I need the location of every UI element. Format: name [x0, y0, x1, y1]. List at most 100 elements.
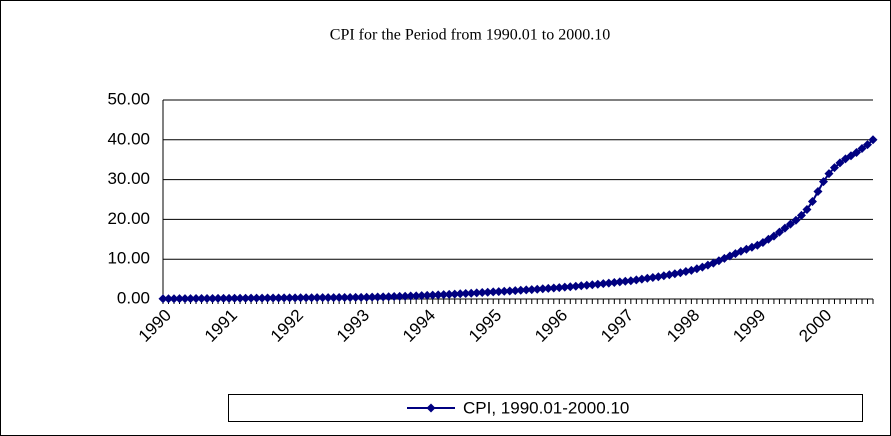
point-marker [802, 204, 812, 214]
point-marker [224, 293, 234, 303]
point-marker [400, 291, 410, 301]
point-marker [466, 288, 476, 298]
point-marker [620, 276, 630, 286]
point-marker [268, 293, 278, 303]
point-marker [389, 292, 399, 302]
point-marker [642, 273, 652, 283]
point-marker [527, 285, 537, 295]
point-marker [582, 280, 592, 290]
point-marker [219, 293, 229, 303]
point-marker [488, 287, 498, 297]
point-marker [604, 278, 614, 288]
point-marker [290, 293, 300, 303]
point-marker [499, 286, 509, 296]
point-marker [450, 289, 460, 299]
point-marker [329, 293, 339, 303]
point-marker [791, 215, 801, 225]
legend-box [228, 394, 863, 422]
point-marker [813, 187, 823, 197]
point-marker [367, 292, 377, 302]
point-marker [824, 169, 834, 179]
point-marker [769, 231, 779, 241]
point-marker [433, 290, 443, 300]
point-marker [560, 282, 570, 292]
point-marker [285, 293, 295, 303]
point-marker [857, 144, 867, 154]
point-marker [378, 292, 388, 302]
point-marker [340, 292, 350, 302]
point-marker [818, 177, 828, 187]
point-marker [439, 290, 449, 300]
point-marker [197, 294, 207, 304]
point-marker [664, 270, 674, 280]
point-marker [279, 293, 289, 303]
point-marker [483, 287, 493, 297]
point-marker [851, 148, 861, 158]
point-marker [422, 290, 432, 300]
point-marker [796, 210, 806, 220]
point-marker [169, 294, 179, 304]
point-marker [576, 281, 586, 291]
point-marker [252, 293, 262, 303]
point-marker [829, 163, 839, 173]
point-marker [158, 294, 168, 304]
point-marker [455, 289, 465, 299]
point-marker [670, 269, 680, 279]
point-marker [373, 292, 383, 302]
point-marker [565, 282, 575, 292]
point-marker [323, 293, 333, 303]
point-marker [230, 293, 240, 303]
point-marker [538, 284, 548, 294]
point-marker [307, 293, 317, 303]
chart-title: CPI for the Period from 1990.01 to 2000.… [330, 27, 610, 44]
point-marker [593, 279, 603, 289]
point-marker [774, 227, 784, 237]
point-marker [532, 284, 542, 294]
point-marker [257, 293, 267, 303]
point-marker [208, 293, 218, 303]
point-marker [719, 253, 729, 263]
point-marker [186, 294, 196, 304]
point-marker [637, 274, 647, 284]
point-marker [202, 293, 212, 303]
point-marker [263, 293, 273, 303]
point-marker [191, 294, 201, 304]
point-marker [395, 291, 405, 301]
point-marker [835, 158, 845, 168]
point-marker [868, 135, 878, 145]
point-marker [780, 223, 790, 233]
point-marker [362, 292, 372, 302]
point-marker [659, 271, 669, 281]
point-marker [807, 196, 817, 206]
point-marker [351, 292, 361, 302]
point-marker [274, 293, 284, 303]
point-marker [505, 286, 515, 296]
point-marker [543, 283, 553, 293]
point-marker [549, 283, 559, 293]
y-tick-label: 30.00 [107, 169, 150, 188]
point-marker [494, 287, 504, 297]
point-marker [301, 293, 311, 303]
point-marker [472, 288, 482, 298]
point-marker [356, 292, 366, 302]
legend-label: CPI, 1990.01-2000.10 [463, 398, 629, 417]
point-marker [862, 140, 872, 150]
point-marker [648, 273, 658, 283]
point-marker [312, 293, 322, 303]
point-marker [246, 293, 256, 303]
point-marker [428, 290, 438, 300]
point-marker [785, 219, 795, 229]
point-marker [235, 293, 245, 303]
point-marker [411, 291, 421, 301]
point-marker [241, 293, 251, 303]
point-marker [461, 289, 471, 299]
y-tick-label: 50.00 [107, 89, 150, 108]
point-marker [296, 293, 306, 303]
point-marker [334, 293, 344, 303]
point-marker [631, 275, 641, 285]
point-marker [477, 288, 487, 298]
point-marker [598, 279, 608, 289]
point-marker [653, 272, 663, 282]
